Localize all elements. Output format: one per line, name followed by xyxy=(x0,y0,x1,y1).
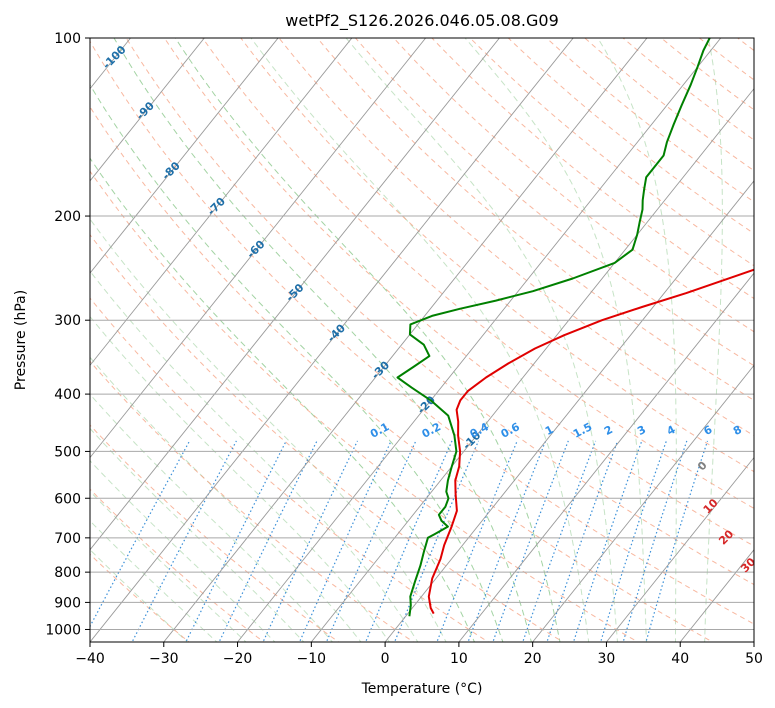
y-tick-label: 500 xyxy=(54,444,81,460)
isotherm-line xyxy=(605,456,754,642)
moist-adiabat-line xyxy=(90,218,447,642)
x-tick-label: −20 xyxy=(223,651,253,667)
isotherm-line xyxy=(90,38,574,642)
y-tick-label: 1000 xyxy=(45,622,81,638)
dewpoint-profile-line xyxy=(396,38,711,617)
x-tick-label: −30 xyxy=(149,651,179,667)
x-tick-label: 20 xyxy=(524,651,542,667)
plot-frame xyxy=(89,37,755,643)
x-tick-label: 0 xyxy=(381,651,390,667)
x-tick-label: −40 xyxy=(75,651,105,667)
isotherm-line xyxy=(458,272,754,642)
mixing-ratio-line xyxy=(393,440,480,642)
y-axis-label: Pressure (hPa) xyxy=(13,290,29,390)
y-tick-label: 800 xyxy=(54,565,81,581)
dry-adiabat-line xyxy=(90,424,340,642)
dry-adiabat-line xyxy=(354,38,754,367)
isotherm-line xyxy=(90,38,205,182)
isotherm-line xyxy=(90,38,279,274)
mixing-ratio-line xyxy=(131,440,237,642)
y-tick-label: 200 xyxy=(54,209,81,225)
y-tick-label: 300 xyxy=(54,313,81,329)
isotherm-line xyxy=(90,38,353,367)
dry-adiabat-line xyxy=(201,38,754,509)
dry-adiabat-line xyxy=(163,38,754,547)
isotherm-line xyxy=(236,38,722,642)
dry-adiabat-line xyxy=(90,233,564,642)
x-tick-label: 30 xyxy=(598,651,616,667)
plot-area: -100-90-80-70-60-50-40-30-20-100.1 0.2 0.4… xyxy=(90,38,754,642)
x-axis-ticks: −40 −30 −20 −10 0 10 20 30 40 50 xyxy=(75,642,763,667)
mixing-ratio-lines xyxy=(90,440,709,642)
mixing-ratio-line xyxy=(90,440,191,628)
mixing-ratio-line xyxy=(436,440,518,642)
isotherm-line xyxy=(90,38,427,459)
x-tick-label: 50 xyxy=(745,651,763,667)
x-tick-label: 40 xyxy=(671,651,689,667)
mixing-ratio-line xyxy=(365,440,453,642)
y-tick-label: 600 xyxy=(54,491,81,507)
isotherm-line xyxy=(384,180,754,642)
isotherm-line xyxy=(532,364,754,642)
dry-adiabat-line xyxy=(278,38,754,437)
y-tick-label: 700 xyxy=(54,531,81,547)
mixing-ratio-line xyxy=(262,440,359,642)
y-tick-label: 400 xyxy=(54,387,81,403)
x-axis-label: Temperature (°C) xyxy=(361,681,483,697)
moist-adiabat-line xyxy=(90,157,476,642)
mixing-ratio-line xyxy=(572,440,643,642)
y-tick-label: 100 xyxy=(54,31,81,47)
isotherm-line xyxy=(310,87,754,642)
temperature-profile-line xyxy=(427,268,754,615)
y-tick-label: 900 xyxy=(54,595,81,611)
chart-title: wetPf2_S126.2026.046.05.08.G09 xyxy=(285,11,559,31)
isotherm-line xyxy=(90,38,500,551)
profile-series xyxy=(396,38,754,617)
mixing-ratio-line xyxy=(599,440,667,642)
x-tick-label: −10 xyxy=(297,651,327,667)
moist-adiabat-line xyxy=(90,427,305,642)
y-axis-ticks: 100 200 300 400 500 600 700 800 900 1000 xyxy=(45,31,90,638)
moist-adiabat-line xyxy=(90,460,276,642)
x-tick-label: 10 xyxy=(450,651,468,667)
mixing-ratio-line xyxy=(546,440,619,642)
